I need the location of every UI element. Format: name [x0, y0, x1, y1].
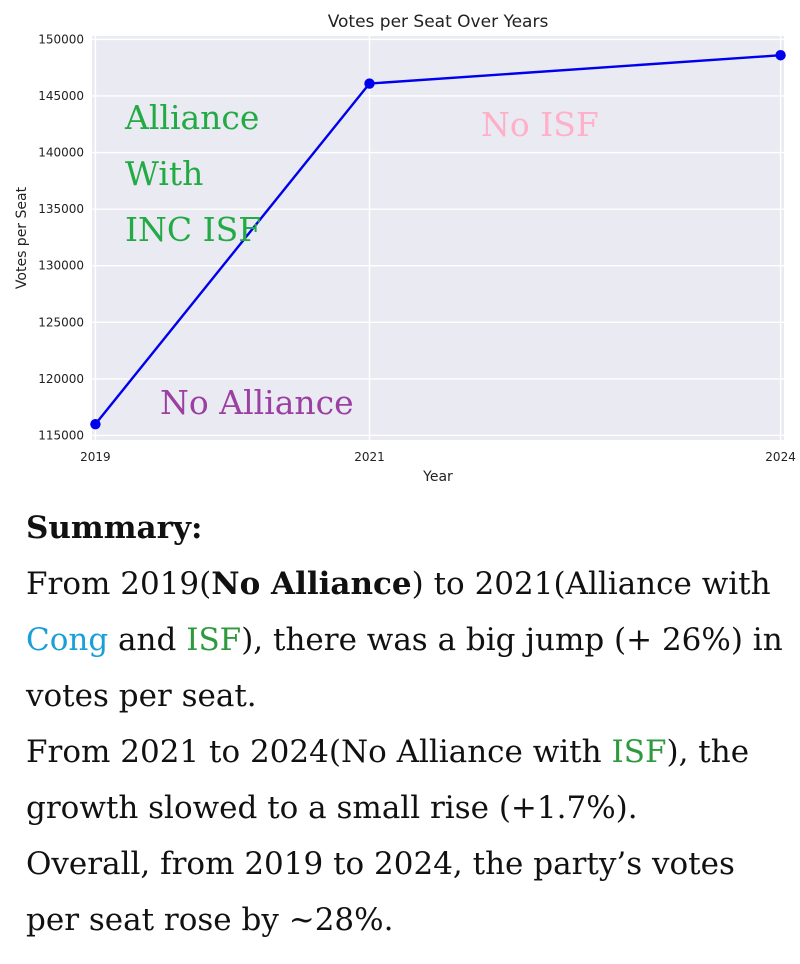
- y-tick-label: 140000: [38, 146, 84, 160]
- y-axis-ticks: 115000 120000 125000 130000 135000 140000 1450…: [38, 32, 84, 442]
- y-tick-label: 150000: [38, 32, 84, 46]
- y-axis-label: Votes per Seat: [14, 186, 30, 289]
- summary-emphasis: No Alliance: [211, 566, 411, 602]
- line-chart: 115000 120000 125000 130000 135000 140000 1450…: [0, 0, 800, 500]
- x-tick-label: 2024: [765, 450, 796, 464]
- y-tick-label: 120000: [38, 372, 84, 386]
- annotation-alliance-line2: With: [125, 154, 203, 193]
- y-tick-label: 130000: [38, 259, 84, 273]
- x-axis-label: Year: [422, 469, 453, 485]
- summary-paragraph-3: Overall, from 2019 to 2024, the party’s …: [26, 836, 796, 948]
- annotation-no-alliance: No Alliance: [160, 383, 354, 422]
- y-tick-label: 125000: [38, 315, 84, 329]
- summary-paragraph-1: From 2019(No Alliance) to 2021(Alliance …: [26, 556, 796, 724]
- annotation-no-isf: No ISF: [481, 105, 599, 144]
- annotation-alliance-line3: INC ISF: [125, 210, 261, 249]
- summary-section: Summary: From 2019(No Alliance) to 2021(…: [26, 500, 796, 948]
- data-point: [364, 78, 374, 88]
- x-axis-ticks: 2019 2021 2024: [80, 450, 796, 464]
- summary-text: ) to 2021(Alliance with: [412, 566, 771, 602]
- highlight-isf: ISF: [186, 622, 241, 658]
- x-tick-label: 2019: [80, 450, 111, 464]
- annotation-alliance-line1: Alliance: [124, 98, 259, 137]
- data-point: [775, 50, 785, 60]
- highlight-isf: ISF: [611, 734, 666, 770]
- summary-text: From 2019(: [26, 566, 211, 602]
- summary-title: Summary:: [26, 500, 796, 556]
- y-tick-label: 135000: [38, 202, 84, 216]
- summary-paragraph-2: From 2021 to 2024(No Alliance with ISF),…: [26, 724, 796, 836]
- y-tick-label: 145000: [38, 89, 84, 103]
- chart-title: Votes per Seat Over Years: [328, 12, 549, 32]
- summary-text: and: [108, 622, 186, 658]
- highlight-cong: Cong: [26, 622, 108, 658]
- summary-text: From 2021 to 2024(No Alliance with: [26, 734, 611, 770]
- x-tick-label: 2021: [354, 450, 385, 464]
- y-tick-label: 115000: [38, 428, 84, 442]
- chart-canvas: 115000 120000 125000 130000 135000 140000 1450…: [0, 0, 800, 500]
- data-point: [90, 419, 100, 429]
